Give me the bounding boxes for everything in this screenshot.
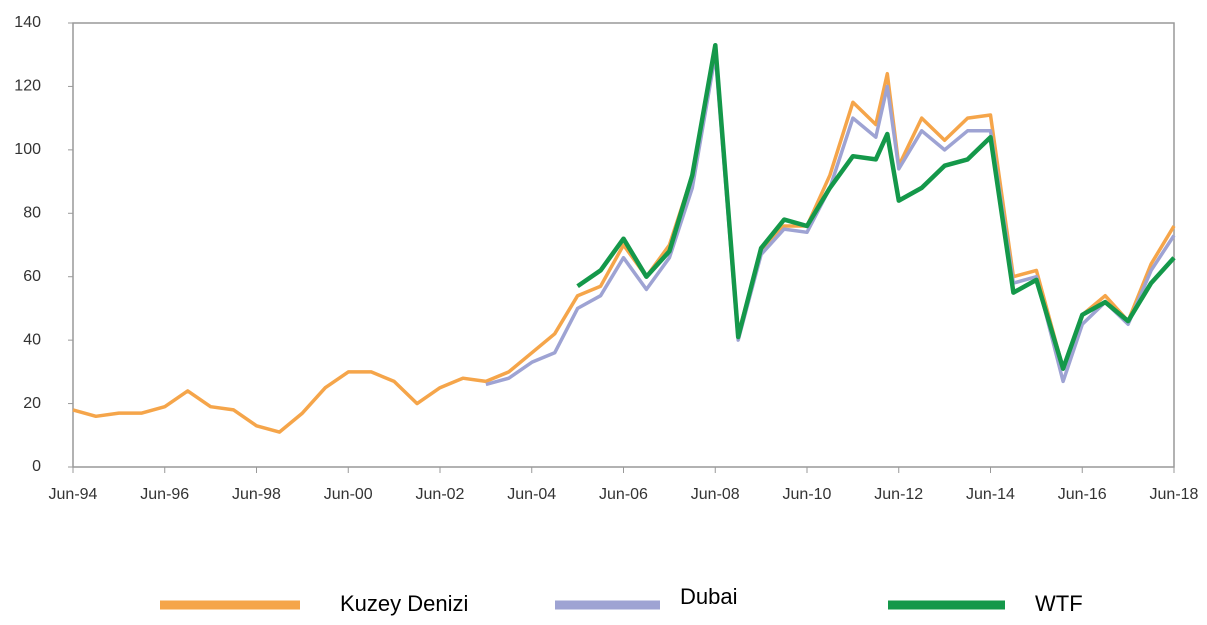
legend-label: WTF <box>1035 591 1083 616</box>
x-tick-label: Jun-96 <box>140 486 189 503</box>
x-tick-label: Jun-12 <box>874 486 923 503</box>
y-tick-label: 60 <box>23 268 41 285</box>
x-tick-label: Jun-10 <box>783 486 832 503</box>
y-tick-label: 120 <box>14 78 41 95</box>
y-tick-label: 40 <box>23 331 41 348</box>
y-tick-label: 100 <box>14 141 41 158</box>
x-tick-label: Jun-14 <box>966 486 1015 503</box>
x-tick-label: Jun-08 <box>691 486 740 503</box>
x-tick-label: Jun-02 <box>416 486 465 503</box>
y-tick-label: 20 <box>23 395 41 412</box>
x-tick-label: Jun-04 <box>507 486 556 503</box>
y-tick-label: 140 <box>14 14 41 31</box>
x-tick-label: Jun-00 <box>324 486 373 503</box>
series-line <box>576 42 1176 371</box>
legend-label: Dubai <box>680 584 737 609</box>
series-line <box>485 52 1176 387</box>
y-tick-label: 80 <box>23 205 41 222</box>
x-tick-label: Jun-18 <box>1150 486 1199 503</box>
x-tick-label: Jun-06 <box>599 486 648 503</box>
y-tick-label: 0 <box>32 458 41 475</box>
x-tick-label: Jun-98 <box>232 486 281 503</box>
legend-label: Kuzey Denizi <box>340 591 468 616</box>
x-tick-label: Jun-94 <box>49 486 98 503</box>
x-tick-label: Jun-16 <box>1058 486 1107 503</box>
